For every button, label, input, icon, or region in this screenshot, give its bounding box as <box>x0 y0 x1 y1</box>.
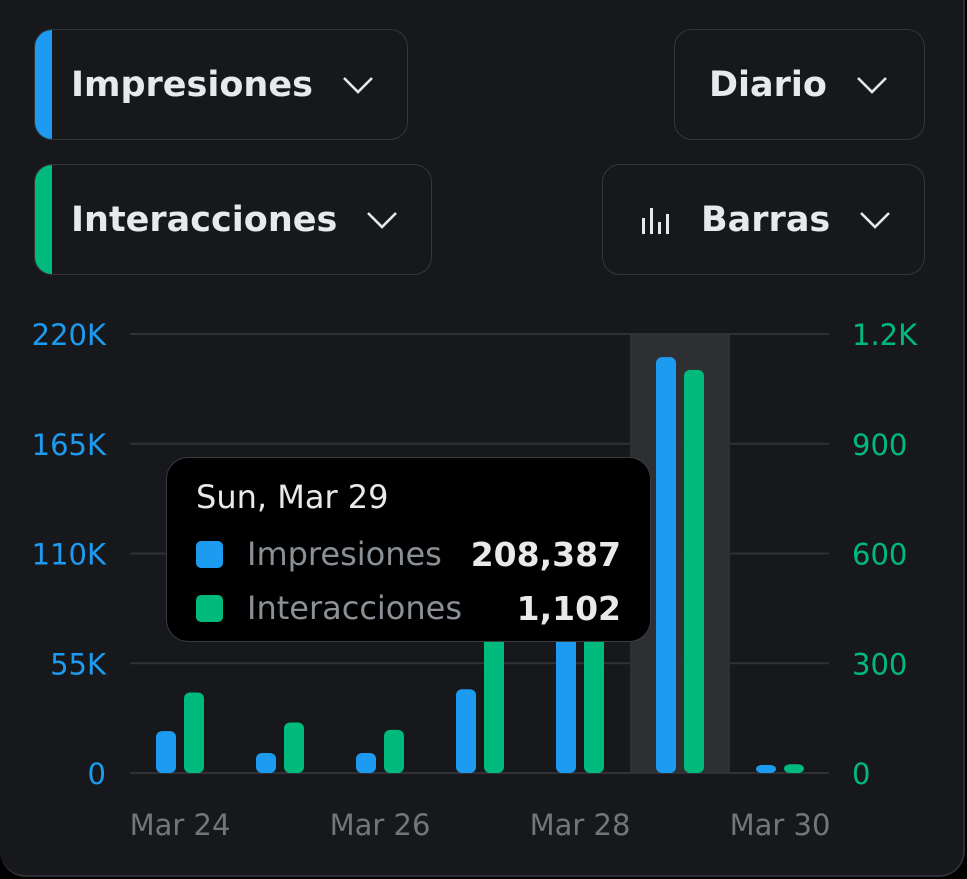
right-axis-tick-label: 300 <box>852 647 907 681</box>
chevron-down-icon <box>343 76 373 94</box>
tooltip-value-impresiones: 208,387 <box>470 534 621 574</box>
bar-impresiones <box>256 753 276 773</box>
left-axis-tick-label: 0 <box>88 757 106 791</box>
tooltip-name-impresiones: Impresiones <box>247 535 442 573</box>
x-axis-tick-label: Mar 26 <box>330 808 431 842</box>
bar-impresiones <box>156 731 176 773</box>
bar-interacciones <box>284 722 304 773</box>
metric2-label: Interacciones <box>71 199 338 240</box>
x-axis-tick-label: Mar 30 <box>730 808 831 842</box>
tooltip-value-interacciones: 1,102 <box>516 588 621 628</box>
left-axis-tick-label: 55K <box>50 647 107 681</box>
bar-chart-icon <box>642 207 669 234</box>
left-axis-tick-label: 110K <box>32 538 107 572</box>
chevron-down-icon <box>857 76 887 94</box>
tooltip-row-interacciones: Interacciones 1,102 <box>196 584 621 632</box>
bar-interacciones <box>684 369 704 773</box>
tooltip-date: Sun, Mar 29 <box>196 478 389 516</box>
right-axis-tick-label: 1.2K <box>852 318 918 352</box>
x-axis-tick-label: Mar 24 <box>130 808 231 842</box>
tooltip-row-impresiones: Impresiones 208,387 <box>196 530 621 578</box>
tooltip-name-interacciones: Interacciones <box>247 589 463 627</box>
bar-impresiones <box>356 753 376 773</box>
bar-interacciones <box>184 692 204 773</box>
bar-impresiones <box>556 623 576 773</box>
metric1-accent <box>35 30 52 139</box>
metric1-label: Impresiones <box>71 64 313 105</box>
x-axis-tick-label: Mar 28 <box>530 808 631 842</box>
tooltip-swatch-impresiones <box>196 540 223 568</box>
metric2-accent <box>35 165 52 274</box>
interval-selector[interactable]: Diario <box>674 29 925 140</box>
tooltip-swatch-interacciones <box>196 594 223 622</box>
chart-tooltip: Sun, Mar 29 Impresiones 208,387 Interacc… <box>166 457 651 642</box>
bar-impresiones <box>456 689 476 773</box>
left-axis-tick-label: 165K <box>32 428 107 462</box>
chevron-down-icon <box>860 211 891 229</box>
right-axis-tick-label: 600 <box>852 538 907 572</box>
chart-type-label: Barras <box>701 199 831 240</box>
metric2-selector[interactable]: Interacciones <box>34 164 432 275</box>
left-axis-tick-label: 220K <box>32 318 107 352</box>
right-axis-tick-label: 0 <box>852 757 870 791</box>
metric1-selector[interactable]: Impresiones <box>34 29 408 140</box>
bar-impresiones <box>756 765 776 773</box>
interval-label: Diario <box>709 64 827 105</box>
chevron-down-icon <box>367 211 398 229</box>
bar-impresiones <box>656 357 676 773</box>
chart-type-selector[interactable]: Barras <box>602 164 925 275</box>
bar-interacciones <box>484 604 504 773</box>
right-axis-tick-label: 900 <box>852 428 907 462</box>
bar-interacciones <box>384 729 404 773</box>
bar-interacciones <box>784 764 804 773</box>
